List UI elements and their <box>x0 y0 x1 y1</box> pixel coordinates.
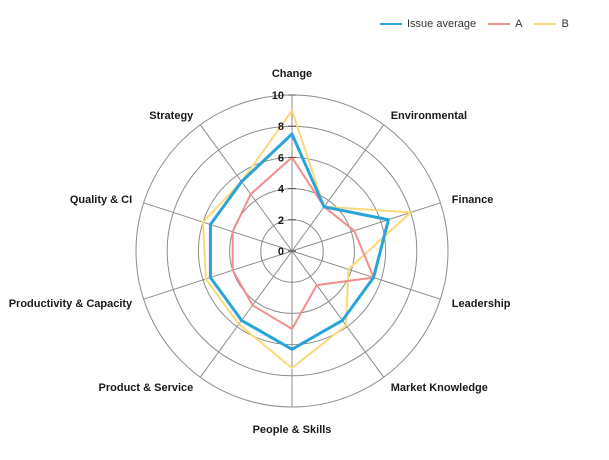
axis-label-environmental: Environmental <box>391 110 467 122</box>
tick-label: 8 <box>278 121 284 133</box>
axis-label-productivity-capacity: Productivity & Capacity <box>9 298 133 310</box>
axis-label-leadership: Leadership <box>452 298 511 310</box>
legend-item-b[interactable]: B <box>534 18 569 30</box>
tick-label: 2 <box>278 215 284 227</box>
chart-legend: Issue average A B <box>380 18 581 30</box>
grid-spoke <box>291 250 441 300</box>
legend-label-b: B <box>561 18 569 30</box>
legend-item-a[interactable]: A <box>488 18 522 30</box>
series-line-issue-average[interactable] <box>208 132 390 351</box>
legend-swatch-a <box>488 23 511 25</box>
legend-item-issue-average[interactable]: Issue average <box>380 18 476 30</box>
radar-ticks: 0 2 4 6 8 10 <box>272 90 296 258</box>
axis-label-strategy: Strategy <box>149 110 194 122</box>
radar-axis-labels: Change Environmental Finance Leadership Mark… <box>9 68 511 436</box>
tick-label: 4 <box>278 184 285 196</box>
radar-grid <box>135 94 449 408</box>
axis-label-product-service: Product & Service <box>99 382 194 394</box>
grid-spoke <box>291 202 441 252</box>
tick-label: 6 <box>278 152 284 164</box>
axis-label-people-skills: People & Skills <box>253 424 332 436</box>
grid-spoke <box>199 250 293 378</box>
tick-label: 10 <box>272 90 284 102</box>
radar-series <box>202 109 412 369</box>
legend-label-issue-average: Issue average <box>407 18 477 30</box>
tick-label: 0 <box>278 246 284 258</box>
grid-spoke <box>291 124 385 252</box>
series-line-a[interactable] <box>231 156 375 330</box>
grid-spoke <box>199 124 293 252</box>
axis-label-finance: Finance <box>452 194 494 206</box>
axis-label-market-knowledge: Market Knowledge <box>391 382 488 394</box>
axis-label-quality-ci: Quality & CI <box>70 194 132 206</box>
legend-swatch-b <box>534 23 557 25</box>
grid-spoke <box>143 250 293 300</box>
legend-swatch-issue-average <box>380 23 402 25</box>
legend-label-a: A <box>515 18 523 30</box>
grid-spoke <box>143 202 293 252</box>
series-line-b[interactable] <box>202 109 412 369</box>
grid-spoke <box>291 250 385 378</box>
axis-label-change: Change <box>272 68 312 80</box>
